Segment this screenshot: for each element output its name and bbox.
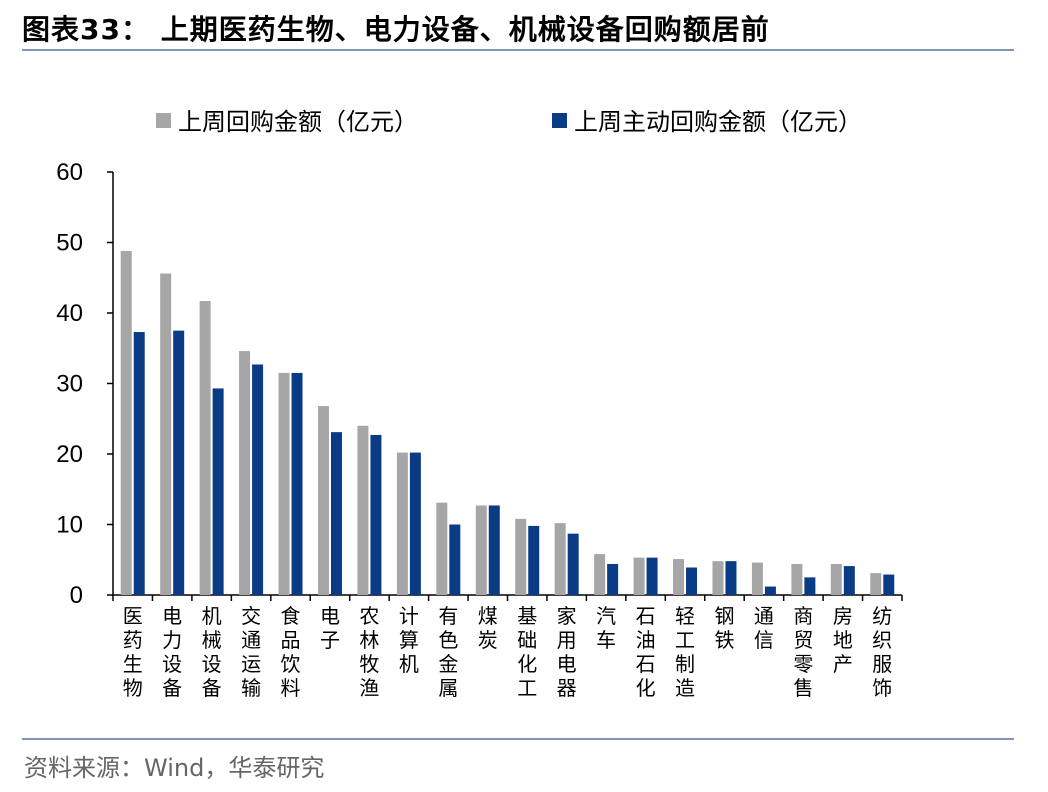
- x-category-label: 机械设备: [202, 604, 222, 700]
- x-category-label: 钢铁: [714, 604, 734, 652]
- bar-series1-9: [436, 502, 448, 595]
- bar-series1-12: [554, 523, 566, 595]
- x-category-label: 计算机: [399, 604, 419, 676]
- x-category-label: 家用电器: [557, 604, 577, 700]
- bar-series1-13: [594, 554, 606, 595]
- bar-series1-6: [317, 406, 329, 595]
- chart-title: 图表33： 上期医药生物、电力设备、机械设备回购额居前: [22, 13, 770, 46]
- x-category-label: 纺织服饰: [872, 604, 892, 700]
- x-category-label: 基础化工: [517, 604, 537, 700]
- x-category-label: 通信: [754, 604, 774, 652]
- bar-series1-1: [120, 250, 132, 595]
- bar-series1-19: [830, 563, 842, 595]
- x-category-label: 农林牧渔: [359, 604, 379, 700]
- bar-series1-4: [239, 351, 251, 595]
- bar-series2-2: [173, 330, 185, 595]
- bar-series1-3: [199, 301, 211, 595]
- x-category-label: 电子: [320, 604, 340, 652]
- bar-series2-16: [725, 561, 737, 595]
- x-category-label: 煤炭: [478, 604, 498, 652]
- x-category-label: 汽车: [596, 604, 616, 652]
- bar-series1-18: [791, 563, 803, 595]
- bar-series2-7: [370, 434, 382, 595]
- bar-series1-17: [751, 562, 763, 595]
- x-category-label: 有色金属: [438, 604, 458, 700]
- bar-series1-8: [396, 452, 408, 595]
- bar-series2-9: [449, 524, 461, 595]
- x-category-label: 石油石化: [636, 604, 656, 700]
- bar-series2-15: [686, 567, 698, 595]
- bar-series2-19: [843, 566, 855, 595]
- bar-series2-1: [133, 332, 145, 595]
- bar-series2-10: [488, 505, 500, 595]
- x-category-label: 房地产: [833, 604, 853, 676]
- legend-label-series2: 上周主动回购金额（亿元）: [574, 108, 862, 136]
- legend: 上周回购金额（亿元） 上周主动回购金额（亿元）: [156, 108, 862, 136]
- source-note: 资料来源：Wind，华泰研究: [24, 754, 325, 782]
- y-tick-label: 10: [56, 512, 83, 539]
- bar-series2-12: [567, 533, 579, 595]
- legend-swatch-series1: [156, 113, 171, 128]
- bar-series1-15: [673, 559, 685, 595]
- y-tick-label: 30: [56, 371, 83, 398]
- y-tick-label: 40: [56, 300, 83, 327]
- bar-series2-4: [252, 364, 264, 595]
- legend-swatch-series2: [552, 113, 567, 128]
- y-tick-label: 0: [70, 582, 83, 609]
- bar-series2-6: [330, 432, 342, 595]
- x-category-label: 医药生物: [123, 604, 143, 700]
- x-category-label: 电力设备: [162, 604, 182, 700]
- top-divider: [22, 49, 1014, 51]
- x-category-label: 食品饮料: [281, 604, 301, 700]
- y-tick-label: 20: [56, 441, 83, 468]
- bottom-divider: [22, 738, 1014, 740]
- x-category-label: 交通运输: [241, 604, 261, 700]
- bar-series1-2: [160, 273, 172, 595]
- x-category-label: 商贸零售: [793, 604, 813, 700]
- bar-series1-16: [712, 561, 724, 595]
- bar-series2-13: [607, 563, 619, 595]
- legend-label-series1: 上周回购金额（亿元）: [178, 108, 418, 136]
- y-tick-label: 60: [56, 159, 83, 186]
- bar-series1-5: [278, 372, 290, 595]
- bar-series2-17: [764, 586, 776, 595]
- bar-series2-20: [883, 574, 895, 595]
- bar-series2-14: [646, 557, 658, 595]
- x-category-label: 轻工制造: [675, 604, 695, 700]
- bar-series1-14: [633, 557, 645, 595]
- bar-series1-11: [515, 518, 527, 595]
- y-tick-label: 50: [56, 230, 83, 257]
- bar-series1-20: [870, 573, 882, 595]
- bar-series2-8: [409, 452, 421, 595]
- category-labels: 医药生物电力设备机械设备交通运输食品饮料电子农林牧渔计算机有色金属煤炭基础化工家…: [123, 604, 893, 700]
- bar-series1-7: [357, 425, 369, 595]
- bars: [120, 250, 895, 595]
- bar-series2-3: [212, 388, 224, 595]
- bar-series2-11: [528, 525, 540, 595]
- bar-series2-18: [804, 577, 816, 595]
- bar-series2-5: [291, 372, 303, 595]
- bar-series1-10: [475, 505, 487, 595]
